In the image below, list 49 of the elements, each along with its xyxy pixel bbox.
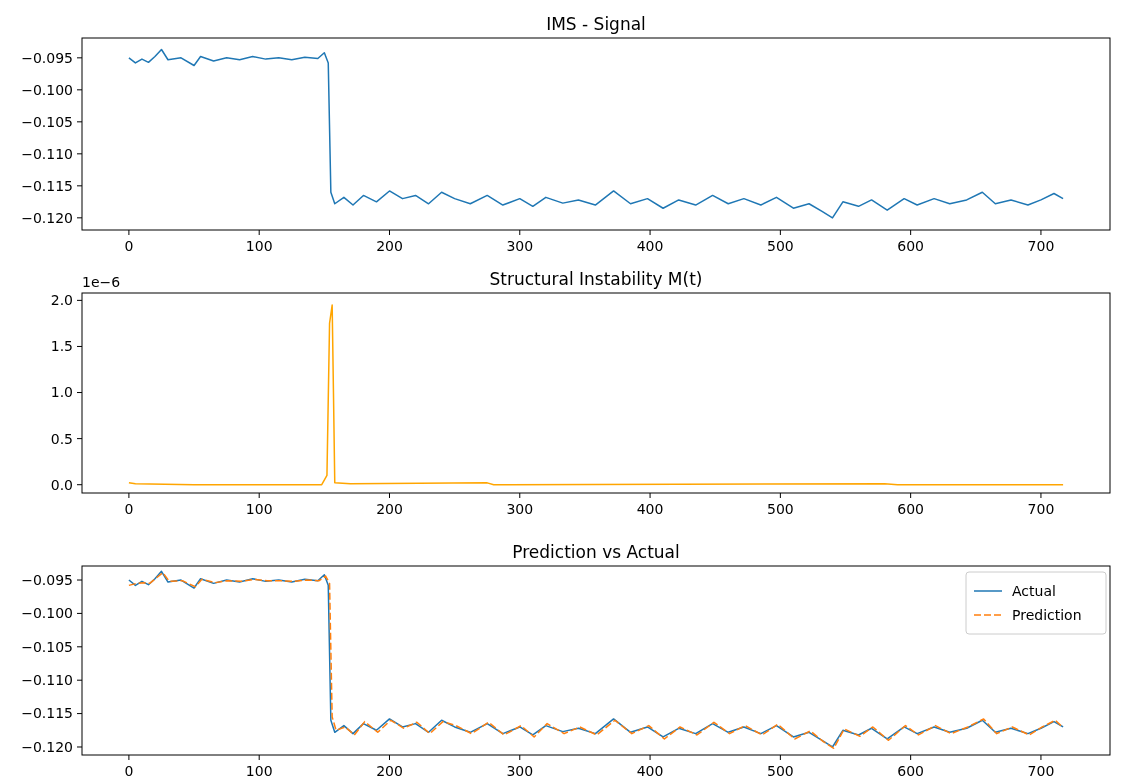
y-tick-label: −0.105 — [21, 113, 73, 130]
x-tick-label: 200 — [376, 238, 403, 254]
legend-label: Actual — [1012, 582, 1056, 599]
y-tick-label: 0.0 — [50, 476, 73, 493]
y-tick-label: −0.110 — [21, 672, 73, 689]
x-tick-label: 100 — [245, 238, 273, 254]
y-tick-label: −0.115 — [21, 177, 73, 194]
y-tick-label: 2.0 — [50, 292, 73, 309]
y-tick-label: 0.5 — [50, 430, 73, 447]
y-tick-label: −0.120 — [21, 209, 73, 226]
y-tick-label: −0.095 — [21, 49, 73, 66]
x-tick-label: 500 — [767, 238, 794, 254]
y-tick-label: 1.5 — [50, 338, 73, 355]
y-tick-label: −0.115 — [21, 705, 73, 722]
x-tick-label: 400 — [636, 238, 664, 254]
x-tick-label: 200 — [376, 501, 403, 517]
chart-title: Structural Instability M(t) — [489, 269, 703, 289]
chart-title: Prediction vs Actual — [512, 542, 680, 562]
x-tick-label: 200 — [376, 763, 403, 779]
x-tick-label: 700 — [1027, 501, 1055, 517]
x-tick-label: 100 — [245, 763, 273, 779]
x-tick-label: 600 — [897, 238, 925, 254]
y-tick-label: −0.120 — [21, 738, 73, 755]
line-series — [128, 304, 1064, 486]
y-tick-label: −0.095 — [21, 571, 73, 588]
x-tick-label: 500 — [767, 501, 794, 517]
line-series — [128, 48, 1064, 219]
x-tick-label: 0 — [124, 238, 134, 254]
y-tick-label: 1.0 — [50, 384, 73, 401]
x-tick-label: 300 — [506, 238, 534, 254]
x-tick-label: 500 — [767, 763, 794, 779]
x-tick-label: 600 — [897, 763, 925, 779]
x-tick-label: 400 — [636, 501, 664, 517]
y-tick-label: −0.105 — [21, 638, 73, 655]
x-tick-label: 700 — [1027, 238, 1055, 254]
x-tick-label: 600 — [897, 501, 925, 517]
x-tick-label: 0 — [124, 501, 134, 517]
legend-label: Prediction — [1012, 606, 1082, 623]
text: 1e−6 — [82, 274, 121, 290]
x-tick-label: 300 — [506, 501, 534, 517]
x-tick-label: 0 — [124, 763, 134, 779]
y-tick-label: −0.110 — [21, 145, 73, 162]
x-tick-label: 700 — [1027, 763, 1055, 779]
chart-title: IMS - Signal — [546, 14, 646, 34]
y-tick-label: −0.100 — [21, 81, 73, 98]
x-tick-label: 300 — [506, 763, 534, 779]
y-tick-label: −0.100 — [21, 605, 73, 622]
x-tick-label: 100 — [245, 501, 273, 517]
x-tick-label: 400 — [636, 763, 664, 779]
